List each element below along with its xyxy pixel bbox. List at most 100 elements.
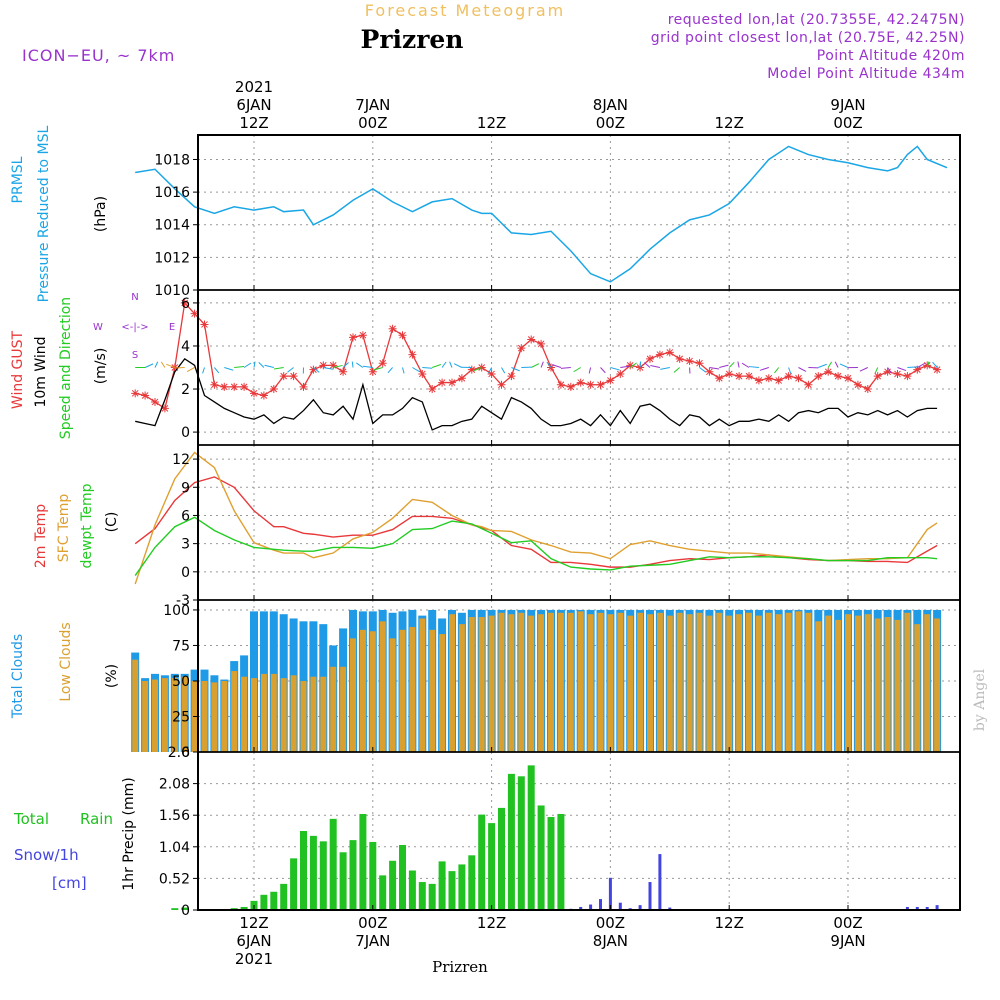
rain-bar — [359, 813, 367, 910]
prmsl-label: PRMSL — [10, 156, 26, 203]
low-cloud-bar — [241, 676, 248, 752]
rain-bar — [379, 875, 387, 910]
y-tick-label: 6 — [181, 296, 190, 312]
prmsl-label-long: Pressure Reduced to MSL — [36, 125, 52, 302]
time-label-year: 2021 — [235, 950, 273, 968]
y-tick-label: 1.56 — [159, 808, 190, 824]
wind-arrow — [224, 367, 234, 371]
gust-marker — [329, 361, 338, 370]
precip-unit: 1hr Precip (mm) — [121, 777, 137, 890]
low-cloud-bar — [290, 675, 297, 752]
low-cloud-bar — [468, 617, 475, 752]
wind-arrow — [362, 365, 373, 368]
gust-marker — [438, 378, 447, 387]
low-cloud-bar — [538, 614, 545, 752]
wind-arrow — [258, 362, 265, 368]
wind-arrow — [441, 361, 447, 368]
low-cloud-bar — [696, 612, 703, 752]
low-cloud-bar — [439, 634, 446, 752]
time-label-hour: 12Z — [477, 914, 506, 932]
gust-marker — [725, 369, 734, 378]
low-cloud-bar — [449, 614, 455, 752]
wind-arrow — [144, 363, 154, 368]
y-tick-label: 0.52 — [159, 871, 190, 887]
temp2m-label: 2m Temp — [33, 504, 49, 568]
gust-marker — [913, 365, 922, 374]
wind-arrow — [313, 367, 320, 373]
snow-bar — [668, 907, 672, 910]
model-label: ICON−EU, ~ 7km — [22, 46, 175, 65]
time-label-hour: 12Z — [715, 914, 744, 932]
gust-marker — [883, 367, 892, 376]
wind-arrow — [660, 367, 670, 370]
gust-marker — [457, 374, 466, 383]
low-cloud-bar — [171, 678, 178, 752]
wind-arrow — [728, 361, 735, 368]
rain-bar — [468, 855, 476, 910]
y-tick-label: 1012 — [154, 250, 190, 266]
gust-marker — [537, 339, 546, 348]
rain-bar — [319, 841, 327, 910]
time-label-date: 9JAN — [830, 96, 865, 114]
rain-bar — [498, 807, 505, 910]
gust-marker — [269, 385, 278, 394]
gust-marker — [507, 372, 516, 381]
wind-arrow — [887, 367, 892, 374]
wind-arrow — [412, 367, 420, 373]
grid-layer — [198, 135, 960, 910]
gust-marker — [844, 374, 852, 383]
y-tick-label: 75 — [172, 638, 190, 654]
rain-bar — [488, 823, 496, 910]
y-tick-label: 12 — [172, 452, 190, 468]
gust-marker — [418, 369, 427, 378]
low-cloud-bar — [320, 676, 327, 752]
wind-arrow — [644, 362, 651, 368]
wind-arrow — [907, 366, 918, 368]
snow-bar — [935, 905, 939, 910]
low-cloud-bar — [706, 615, 713, 752]
time-label-hour: 12Z — [477, 114, 506, 132]
gust-marker — [774, 376, 783, 385]
grid-point: grid point closest lon,lat (20.75E, 42.2… — [651, 30, 965, 46]
wind-arrow — [342, 362, 349, 368]
wind-arrow — [501, 367, 506, 374]
gust-marker — [190, 309, 199, 318]
wind-arrow — [639, 361, 642, 368]
low-cloud-bar — [894, 619, 901, 752]
total-rain-label: Total — [13, 810, 49, 828]
low-cloud-bar — [864, 614, 871, 752]
wind-arrow — [323, 367, 333, 370]
wind-arrow — [709, 367, 720, 370]
frame-layer — [197, 134, 961, 911]
low-cloud-bar — [924, 614, 931, 752]
rain-bar — [507, 773, 515, 910]
gust-marker — [487, 369, 496, 378]
rain-bar — [408, 870, 416, 910]
time-label-hour: 00Z — [833, 914, 862, 932]
low-cloud-bar — [409, 626, 416, 752]
wind-arrow — [874, 367, 879, 374]
gust-marker — [923, 361, 932, 370]
low-cloud-bar — [142, 680, 149, 752]
wind-arrow — [351, 361, 354, 368]
wind-arrow — [699, 367, 707, 373]
wind-arrow — [650, 365, 661, 368]
low-cloud-bar — [617, 612, 624, 752]
low-cloud-bar — [835, 619, 842, 752]
wind-arrow — [897, 367, 907, 372]
low-cloud-bar — [904, 612, 911, 752]
low-cloud-bar — [577, 611, 584, 752]
wind-arrow — [839, 363, 849, 368]
time-label-hour: 12Z — [715, 114, 744, 132]
sfc-temp-line — [134, 451, 938, 585]
gust-marker — [428, 385, 437, 394]
wind-arrow — [402, 367, 405, 374]
low-cloud-bar — [845, 614, 851, 752]
gust-marker — [556, 380, 565, 389]
wind-arrow — [827, 361, 833, 368]
panel-frame — [197, 289, 961, 446]
data-layer — [131, 145, 948, 910]
y-tick-label: 1014 — [154, 218, 190, 234]
dewpt-line — [134, 516, 938, 576]
gust-marker — [745, 372, 753, 381]
